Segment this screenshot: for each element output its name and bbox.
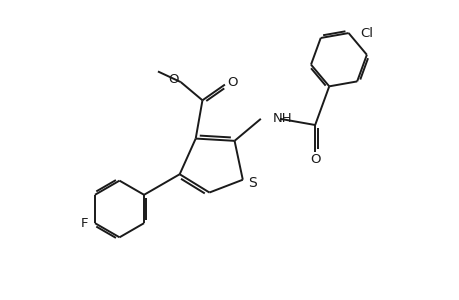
Text: O: O [309, 153, 320, 166]
Text: NH: NH [272, 112, 291, 125]
Text: O: O [226, 76, 237, 89]
Text: Cl: Cl [359, 27, 372, 40]
Text: F: F [81, 217, 89, 230]
Text: O: O [168, 73, 178, 86]
Text: S: S [248, 176, 257, 190]
